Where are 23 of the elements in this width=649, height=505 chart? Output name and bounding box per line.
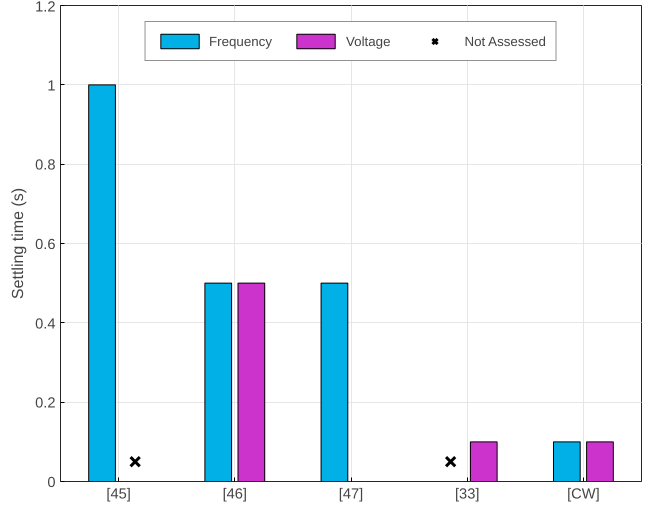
y-tick-label: 0.2	[35, 396, 56, 412]
bar	[237, 282, 266, 482]
x-tick-label: [33]	[454, 486, 480, 502]
x-tick-label: [47]	[338, 486, 364, 502]
y-tick-label: 1	[47, 78, 56, 94]
y-tick-label: 1.2	[35, 0, 56, 16]
y-tick-label: 0.8	[35, 158, 56, 174]
y-tick-label: 0.6	[35, 237, 56, 253]
y-axis-title: Settling time (s)	[10, 188, 28, 300]
bar	[88, 84, 116, 482]
bar	[204, 282, 232, 482]
bar	[586, 441, 614, 482]
legend-label: Frequency	[209, 34, 272, 48]
legend-label: Not Assessed	[464, 34, 546, 48]
bar	[470, 441, 498, 482]
bar	[320, 282, 348, 482]
x-tick-label: [46]	[222, 486, 248, 502]
y-tick-label: 0.4	[35, 316, 56, 332]
bar	[552, 441, 581, 482]
y-tick-label: 0	[47, 475, 56, 491]
legend-label: Voltage	[346, 34, 390, 48]
x-tick-label: [CW]	[567, 486, 600, 502]
x-tick-label: [45]	[106, 486, 131, 502]
